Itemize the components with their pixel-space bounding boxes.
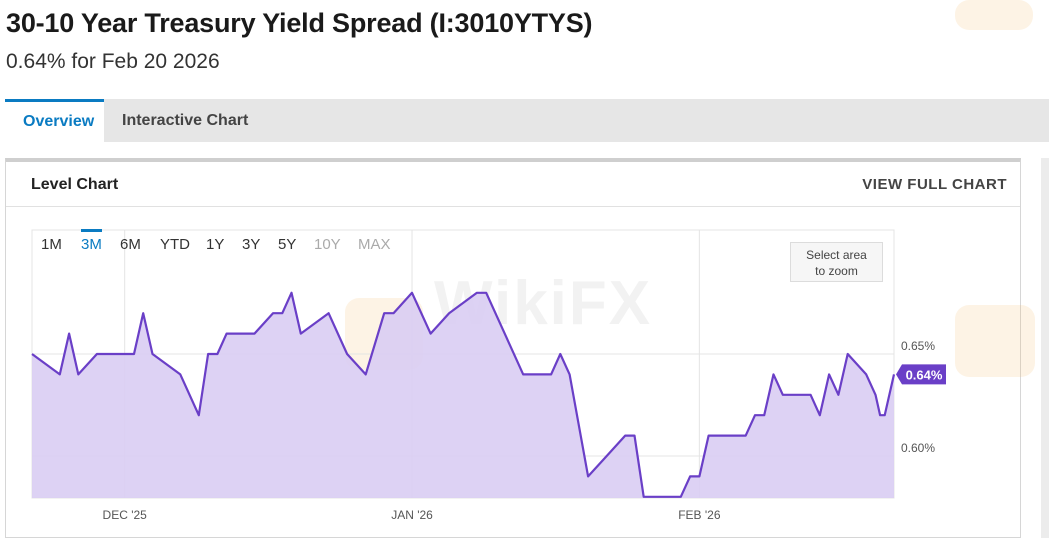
chart-series-line <box>31 291 896 498</box>
view-full-chart-link[interactable]: VIEW FULL CHART <box>862 176 1007 193</box>
x-tick-label: JAN '26 <box>391 508 433 522</box>
y-tick-label: 0.65% <box>901 339 935 353</box>
tab-overview[interactable]: Overview <box>5 99 104 142</box>
range-5y-button[interactable]: 5Y <box>278 236 297 253</box>
watermark-logo-icon <box>955 305 1035 377</box>
range-max-button[interactable]: MAX <box>358 236 391 253</box>
select-area-zoom-button[interactable]: Select area to zoom <box>790 242 883 282</box>
x-tick-label: FEB '26 <box>678 508 721 522</box>
range-3m-button[interactable]: 3M <box>81 229 102 253</box>
last-value-badge <box>896 364 946 385</box>
zoom-label-line2: to zoom <box>815 264 858 278</box>
tab-bar: Overview Interactive Chart <box>5 99 1049 142</box>
last-value-label: 0.64% <box>906 367 943 382</box>
range-10y-button[interactable]: 10Y <box>314 236 341 253</box>
page-title: 30-10 Year Treasury Yield Spread (I:3010… <box>6 8 593 38</box>
y-tick-label: 0.60% <box>901 441 935 455</box>
zoom-label-line1: Select area <box>806 248 867 262</box>
range-3y-button[interactable]: 3Y <box>242 236 261 253</box>
watermark-logo-icon <box>955 0 1033 30</box>
tab-interactive-chart[interactable]: Interactive Chart <box>122 112 249 129</box>
x-tick-label: DEC '25 <box>103 508 148 522</box>
panel-title: Level Chart <box>31 176 119 193</box>
range-1m-button[interactable]: 1M <box>41 236 62 253</box>
range-6m-button[interactable]: 6M <box>120 236 141 253</box>
page-subtitle: 0.64% for Feb 20 2026 <box>6 50 220 73</box>
panel-header: Level Chart VIEW FULL CHART <box>6 162 1020 207</box>
range-1y-button[interactable]: 1Y <box>206 236 225 253</box>
chart-area-fill <box>32 292 894 498</box>
range-ytd-button[interactable]: YTD <box>160 236 190 253</box>
side-strip <box>1041 158 1049 538</box>
